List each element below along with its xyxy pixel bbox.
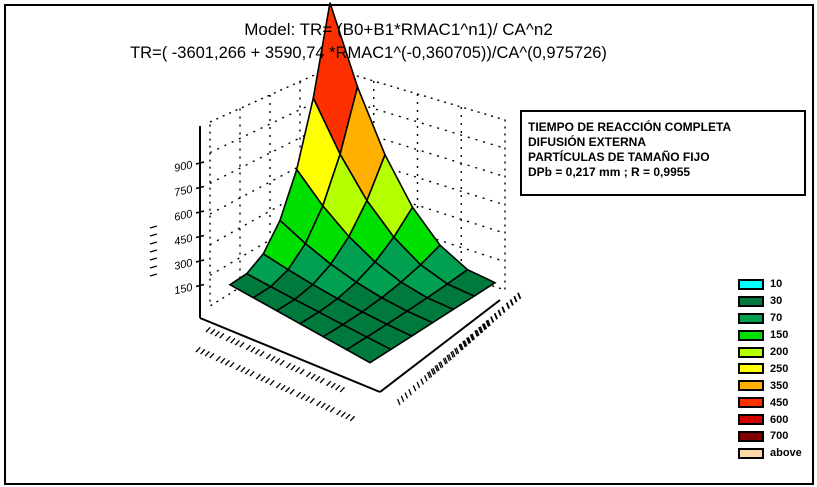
info-line-2: DIFUSIÓN EXTERNA [528, 135, 647, 149]
legend-label: 30 [770, 295, 783, 308]
surface-plot [228, 2, 497, 364]
legend-label: 350 [770, 379, 789, 392]
axis-tick-glyph [458, 334, 474, 351]
axis-tick-glyph [255, 373, 275, 386]
axis-tick-glyph [474, 320, 490, 337]
legend-item: 10 [738, 276, 802, 293]
info-line-4: DPb = 0,217 mm ; R = 0,9955 [528, 165, 691, 179]
legend-item: 700 [738, 428, 802, 445]
z-tick-mark [195, 283, 205, 288]
legend-label: 700 [770, 430, 789, 443]
axis-tick-glyph [225, 335, 245, 348]
z-tick-label: 600 [173, 208, 194, 224]
legend-label: 450 [770, 396, 789, 409]
legend-swatch [738, 295, 764, 307]
axis-tick-glyph [326, 380, 345, 393]
axis-tick-labels [149, 225, 522, 422]
axis-tick-glyph [265, 353, 285, 366]
legend-item: 30 [738, 293, 802, 310]
z-tick-label: 300 [173, 257, 194, 273]
legend-label: 70 [770, 312, 783, 325]
z-tick-label: 450 [173, 233, 194, 249]
z-tick-label: 750 [173, 184, 194, 200]
z-tick-mark [195, 259, 205, 263]
legend-swatch [738, 312, 764, 324]
wall-gridline [329, 121, 506, 178]
legend-swatch [738, 380, 764, 392]
axis-tick-glyph [412, 375, 428, 392]
legend-label: 600 [770, 413, 789, 426]
z-axis-ticks: 900 750 600 450 300 150 [173, 159, 205, 298]
z-tick-mark [195, 210, 205, 214]
wall-gridline [329, 149, 506, 206]
z-axis-title-glyph [149, 225, 158, 277]
wall-gridline [329, 94, 506, 150]
legend-swatch [738, 329, 764, 341]
legend-swatch [738, 278, 764, 290]
axis-tick-glyph [444, 347, 460, 364]
axis-tick-glyph [245, 344, 265, 357]
legend: 10 30 70 150 200 250 350 450 600 700 above [738, 276, 802, 462]
axis-tick-glyph [275, 382, 295, 395]
axis-tick-glyph [305, 371, 325, 384]
z-tick-mark [195, 234, 205, 239]
z-tick-label: 150 [173, 282, 194, 298]
info-line-3: PARTÍCULAS DE TAMAÑO FIJO [528, 150, 710, 164]
legend-swatch [738, 447, 764, 459]
info-box: TIEMPO DE REACCIÓN COMPLETA DIFUSIÓN EXT… [520, 110, 806, 196]
legend-item: 350 [738, 377, 802, 394]
legend-item: above [738, 445, 802, 462]
legend-item: 150 [738, 327, 802, 344]
axis-tick-glyph [506, 292, 522, 309]
axis-tick-glyph [442, 348, 458, 365]
wall-gridline [329, 204, 506, 263]
axis-tick-glyph [426, 362, 442, 379]
surface-cell [345, 336, 393, 364]
legend-swatch [738, 430, 764, 442]
axis-tick-glyph [285, 362, 305, 375]
legend-item: 250 [738, 360, 802, 377]
axis-tick-glyph [295, 391, 315, 404]
axis-tick-glyph [215, 355, 235, 368]
legend-label: 250 [770, 362, 789, 375]
axis-tick-glyph [195, 346, 215, 359]
legend-label: 150 [770, 329, 789, 342]
legend-item: 70 [738, 310, 802, 327]
axis-tick-glyph [205, 326, 225, 339]
legend-label: 10 [770, 278, 783, 291]
chart-title-line1: Model: TR= (B0+B1*RMAC1^n1)/ CA^n2 [244, 20, 553, 39]
axis-tick-glyph [490, 306, 506, 323]
legend-item: 200 [738, 344, 802, 361]
legend-swatch [738, 397, 764, 409]
axis-tick-glyph [316, 400, 335, 413]
wall-gridline [329, 176, 506, 235]
legend-swatch [738, 363, 764, 375]
axis-tick-glyph [460, 333, 476, 350]
legend-swatch [738, 414, 764, 426]
z-tick-label: 900 [173, 159, 194, 175]
axis-tick-glyph [428, 361, 444, 378]
legend-swatch [738, 346, 764, 358]
legend-item: 450 [738, 394, 802, 411]
axis-tick-glyph [235, 364, 255, 377]
chart-title-line2: TR=( -3601,266 + 3590,74 *RMAC1^(-0,3607… [130, 44, 607, 62]
axis-tick-glyph [396, 389, 412, 406]
axis-tick-glyph [475, 319, 491, 337]
legend-label: 200 [770, 346, 789, 358]
z-tick-mark [195, 161, 205, 165]
legend-item: 600 [738, 411, 802, 428]
z-tick-mark [195, 185, 205, 190]
axis-tick-glyph [336, 409, 356, 422]
info-line-1: TIEMPO DE REACCIÓN COMPLETA [528, 120, 732, 134]
legend-label: above [770, 447, 802, 460]
